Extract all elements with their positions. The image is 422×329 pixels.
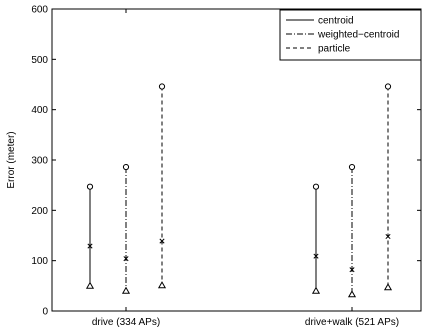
particle-max-marker <box>384 83 392 90</box>
y-tick-label: 100 <box>31 256 48 267</box>
particle-min-marker <box>157 281 167 289</box>
y-tick-label: 400 <box>31 105 48 116</box>
centroid-mean-marker <box>87 243 93 249</box>
legend-label: centroid <box>318 16 354 27</box>
y-tick-label: 200 <box>31 206 48 217</box>
centroid-mean-marker <box>313 253 319 259</box>
particle-mean-marker <box>159 238 165 244</box>
particle-max-marker <box>158 83 166 90</box>
weighted-centroid-min-marker <box>121 286 131 294</box>
y-tick-label: 600 <box>31 5 48 16</box>
tick-layer: 0 100 200 300 400 500 600 drive (334 APs) drive+… <box>31 5 421 328</box>
series-layer <box>85 83 393 298</box>
centroid-max-marker <box>312 183 320 190</box>
x-tick-label: drive+walk (521 APs) <box>305 317 399 328</box>
centroid-min-marker <box>311 286 321 294</box>
y-axis-label: Error (meter) <box>6 131 17 188</box>
weighted-centroid-max-marker <box>348 163 356 171</box>
y-tick-label: 500 <box>31 55 48 66</box>
legend-label: particle <box>318 44 351 55</box>
x-tick-label: drive (334 APs) <box>92 317 160 328</box>
particle-min-marker <box>383 283 393 291</box>
legend-box <box>279 9 422 61</box>
centroid-max-marker <box>86 183 94 190</box>
weighted-centroid-min-marker <box>347 290 357 298</box>
y-tick-label: 0 <box>42 307 48 318</box>
weighted-centroid-mean-marker <box>349 267 355 273</box>
legend-label: weighted−centroid <box>317 30 399 41</box>
legend: centroid weighted−centroid particle <box>279 9 422 61</box>
y-tick-label: 300 <box>31 156 48 167</box>
weighted-centroid-max-marker <box>122 163 130 171</box>
particle-mean-marker <box>385 233 391 240</box>
centroid-min-marker <box>85 281 95 289</box>
weighted-centroid-mean-marker <box>123 256 129 262</box>
